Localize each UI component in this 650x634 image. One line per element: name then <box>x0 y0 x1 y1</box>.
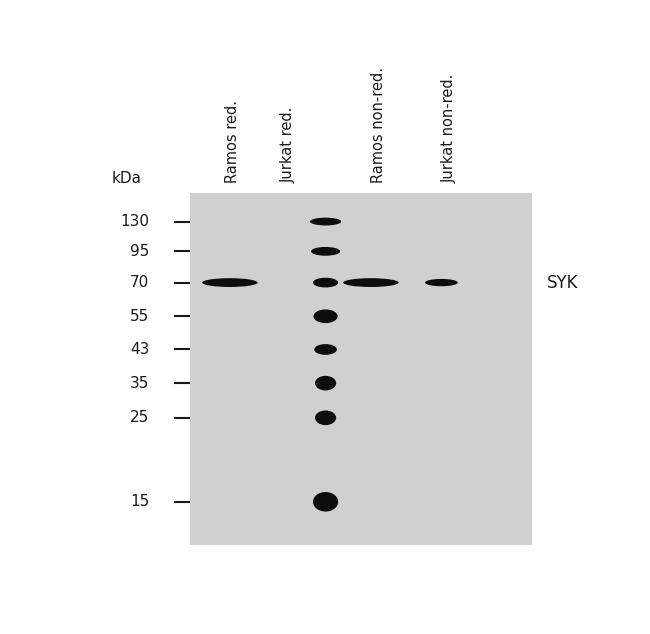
Text: Ramos red.: Ramos red. <box>225 100 240 183</box>
Text: SYK: SYK <box>547 274 578 292</box>
Ellipse shape <box>313 278 338 287</box>
Ellipse shape <box>315 376 336 391</box>
Ellipse shape <box>314 344 337 355</box>
Text: 25: 25 <box>130 410 150 425</box>
Text: 95: 95 <box>130 244 150 259</box>
Ellipse shape <box>310 217 341 226</box>
Ellipse shape <box>202 278 257 287</box>
Text: kDa: kDa <box>112 171 142 186</box>
Ellipse shape <box>311 247 340 256</box>
Text: Jurkat red.: Jurkat red. <box>280 107 295 183</box>
Text: Ramos non-red.: Ramos non-red. <box>371 67 386 183</box>
FancyBboxPatch shape <box>190 193 532 545</box>
Ellipse shape <box>343 278 398 287</box>
Text: 130: 130 <box>120 214 150 229</box>
Ellipse shape <box>315 410 336 425</box>
Text: Jurkat non-red.: Jurkat non-red. <box>441 74 456 183</box>
Text: 55: 55 <box>130 309 150 324</box>
Text: 43: 43 <box>130 342 150 357</box>
Text: 70: 70 <box>130 275 150 290</box>
Ellipse shape <box>313 309 337 323</box>
Ellipse shape <box>425 279 458 286</box>
Ellipse shape <box>313 492 338 512</box>
Text: 15: 15 <box>130 495 150 509</box>
Text: 35: 35 <box>130 376 150 391</box>
